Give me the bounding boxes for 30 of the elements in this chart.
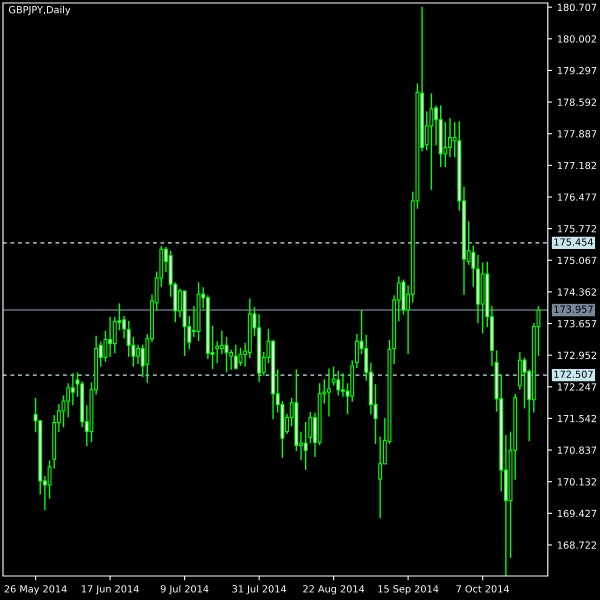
chart-title: GBPJPY,Daily [8,6,70,16]
x-tick-label: 31 Jul 2014 [232,585,286,594]
y-tick-label: 177.887 [558,130,596,138]
y-tick-label: 179.297 [558,66,596,74]
ref-line-label: 172.507 [554,370,593,378]
y-tick-label: 180.707 [558,4,596,12]
x-tick-label: 22 Aug 2014 [303,585,364,594]
y-tick-label: 170.837 [558,446,596,454]
y-tick-label: 172.952 [558,352,596,359]
x-tick-label: 15 Sep 2014 [378,585,438,594]
y-tick-label: 173.657 [558,320,596,328]
y-tick-label: 180.002 [558,35,596,43]
x-tick-label: 26 May 2014 [4,585,67,594]
x-tick-label: 17 Jun 2014 [82,585,139,594]
y-tick-label: 177.182 [558,162,596,170]
y-tick-label: 175.067 [558,256,596,264]
y-tick-label: 178.592 [558,98,596,106]
candlestick [326,368,331,417]
x-tick-label: 7 Oct 2014 [456,585,510,593]
x-tick-label: 9 Jul 2014 [160,585,208,594]
y-tick-label: 172.247 [558,383,596,390]
y-tick-label: 171.542 [558,414,596,422]
ref-line-label: 175.454 [554,238,594,246]
y-tick-label: 169.427 [558,510,596,518]
y-tick-label: 168.722 [558,541,596,549]
y-tick-label: 176.477 [558,193,596,201]
ref-line-label: 173.957 [554,306,593,313]
y-tick-label: 174.362 [558,288,596,296]
y-tick-label: 170.132 [558,478,596,486]
y-tick-label: 175.772 [558,225,596,232]
